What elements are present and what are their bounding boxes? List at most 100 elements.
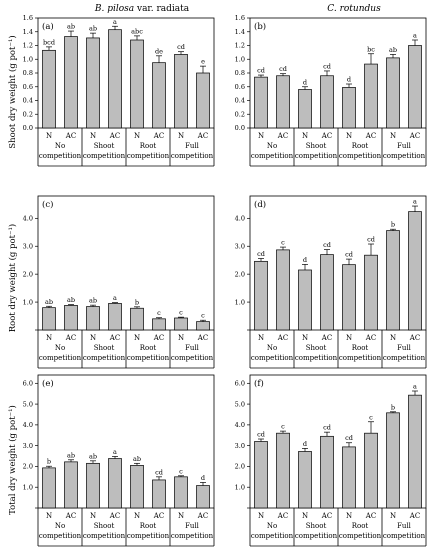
bar-label: N bbox=[302, 334, 308, 342]
significance-letter: ab bbox=[133, 455, 141, 463]
group-label: competition bbox=[383, 354, 426, 362]
group-label: No bbox=[55, 344, 65, 352]
y-tick-label: 1.0 bbox=[235, 55, 245, 63]
bar-label: AC bbox=[277, 132, 288, 140]
y-tick-label: 2.0 bbox=[235, 270, 245, 278]
group-label: Shoot bbox=[306, 344, 327, 352]
group-label: competition bbox=[171, 152, 214, 160]
significance-letter: cd bbox=[323, 424, 331, 432]
bar bbox=[108, 458, 122, 509]
significance-letter: a bbox=[413, 383, 417, 391]
bar bbox=[254, 76, 268, 129]
bar-label: AC bbox=[65, 512, 76, 520]
group-label: Shoot bbox=[94, 344, 115, 352]
bar bbox=[254, 441, 268, 509]
significance-letter: a bbox=[113, 448, 117, 456]
significance-letter: a bbox=[113, 18, 117, 26]
bar-label: N bbox=[390, 132, 396, 140]
significance-letter: ab bbox=[45, 298, 53, 306]
significance-letter: cd bbox=[177, 43, 185, 51]
y-tick-label: 3.0 bbox=[235, 242, 245, 250]
bar-label: N bbox=[178, 334, 184, 342]
bar-label: N bbox=[346, 334, 352, 342]
bar bbox=[386, 230, 400, 331]
bar-label: AC bbox=[321, 334, 332, 342]
significance-letter: a bbox=[413, 198, 417, 206]
panel-letter: (d) bbox=[254, 199, 266, 210]
group-label: Full bbox=[185, 522, 200, 530]
panel-letter: (a) bbox=[42, 21, 54, 32]
bar bbox=[254, 260, 268, 331]
bar-label: AC bbox=[109, 334, 120, 342]
y-tick-label: 3.0 bbox=[23, 442, 33, 450]
bar bbox=[196, 72, 210, 129]
bar-label: N bbox=[134, 512, 140, 520]
bar-label: AC bbox=[153, 334, 164, 342]
significance-letter: cd bbox=[155, 468, 163, 476]
group-label: No bbox=[267, 344, 277, 352]
bar bbox=[64, 36, 78, 129]
group-label: No bbox=[55, 142, 65, 150]
bar bbox=[276, 432, 290, 509]
y-tick-label: 0.2 bbox=[235, 110, 245, 118]
y-tick-label: 1.6 bbox=[235, 14, 245, 22]
group-label: Shoot bbox=[306, 522, 327, 530]
significance-letter: c bbox=[179, 467, 183, 475]
bar-label: AC bbox=[321, 132, 332, 140]
ylabel-shoot: Shoot dry weight (g pot⁻¹) bbox=[7, 35, 18, 148]
bar bbox=[364, 432, 378, 509]
bar-label: N bbox=[134, 132, 140, 140]
y-tick-label: 0.6 bbox=[235, 83, 245, 91]
bar-label: N bbox=[302, 512, 308, 520]
bar-label: N bbox=[390, 334, 396, 342]
significance-letter: c bbox=[157, 309, 161, 317]
significance-letter: d bbox=[303, 78, 307, 86]
bar-label: AC bbox=[365, 512, 376, 520]
significance-letter: c bbox=[201, 312, 205, 320]
group-label: Root bbox=[140, 522, 157, 530]
group-label: competition bbox=[83, 152, 126, 160]
significance-letter: ab bbox=[67, 451, 75, 459]
bar bbox=[298, 89, 312, 129]
y-tick-label: 1.0 bbox=[23, 55, 33, 63]
significance-letter: c bbox=[281, 423, 285, 431]
group-label: Full bbox=[185, 344, 200, 352]
group-label: Root bbox=[140, 344, 157, 352]
y-tick-label: 0.2 bbox=[23, 110, 33, 118]
group-label: Full bbox=[185, 142, 200, 150]
bar bbox=[320, 435, 334, 509]
bar bbox=[196, 485, 210, 509]
significance-letter: cd bbox=[279, 65, 287, 73]
bar-label: AC bbox=[409, 334, 420, 342]
bar-label: N bbox=[90, 334, 96, 342]
bar bbox=[42, 467, 56, 509]
group-label: No bbox=[55, 522, 65, 530]
group-label: Shoot bbox=[94, 142, 115, 150]
bar bbox=[130, 39, 144, 129]
bar bbox=[298, 451, 312, 509]
bar-label: N bbox=[90, 132, 96, 140]
significance-letter: ab bbox=[89, 452, 97, 460]
y-tick-label: 1.0 bbox=[235, 483, 245, 491]
bar bbox=[64, 305, 78, 331]
y-tick-label: 4.0 bbox=[235, 215, 245, 223]
y-tick-label: 0.0 bbox=[23, 124, 33, 132]
group-label: competition bbox=[251, 354, 294, 362]
bar-label: AC bbox=[365, 132, 376, 140]
bar bbox=[386, 57, 400, 129]
bar-label: AC bbox=[409, 132, 420, 140]
bar bbox=[86, 306, 100, 331]
bar bbox=[108, 303, 122, 331]
y-tick-label: 4.0 bbox=[23, 421, 33, 429]
bar-label: N bbox=[390, 512, 396, 520]
bar bbox=[108, 29, 122, 129]
significance-letter: ab bbox=[67, 296, 75, 304]
significance-letter: b bbox=[391, 403, 395, 411]
significance-letter: a bbox=[413, 32, 417, 40]
y-tick-label: 4.0 bbox=[235, 421, 245, 429]
bar bbox=[64, 461, 78, 509]
significance-letter: ab bbox=[67, 23, 75, 31]
bar bbox=[174, 317, 188, 331]
